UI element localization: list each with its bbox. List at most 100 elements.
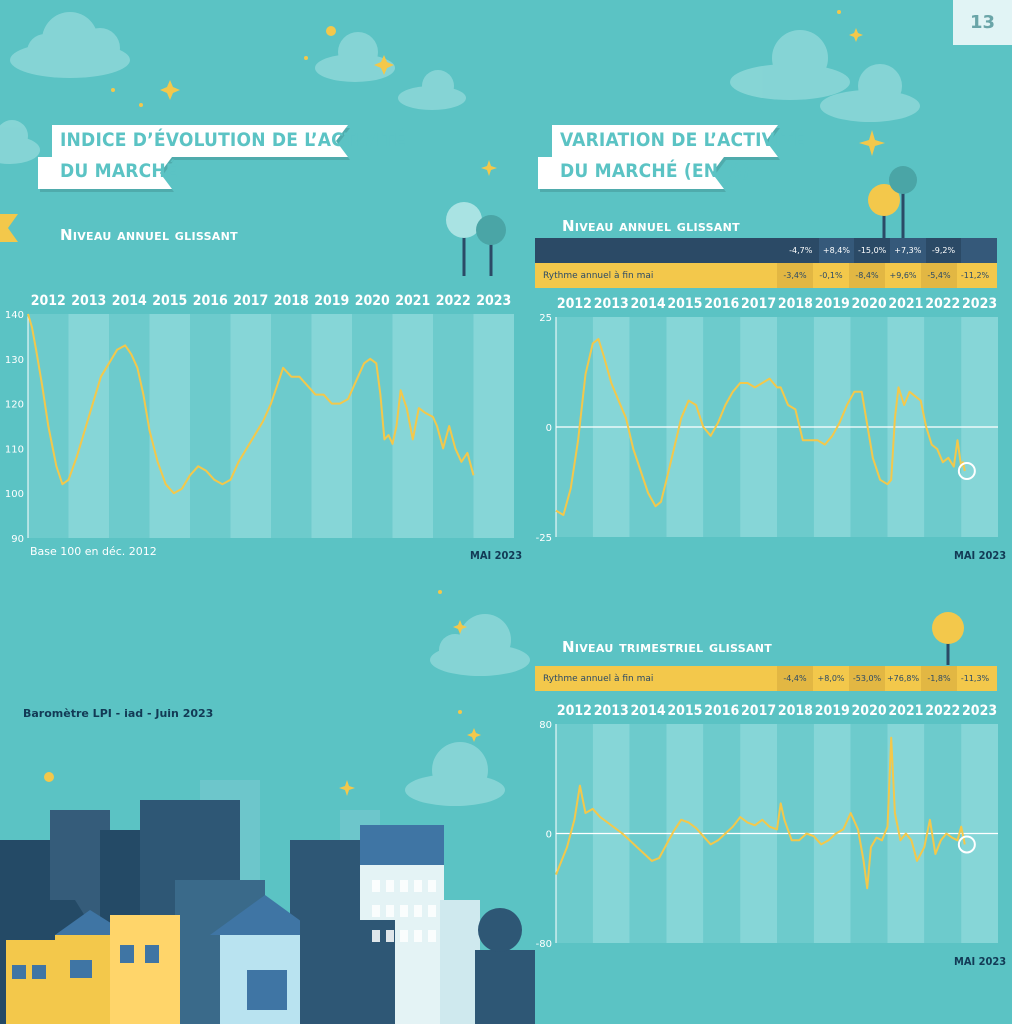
year-tick-label: 2019: [815, 296, 850, 312]
year-tick-label: 2018: [778, 296, 813, 312]
series-line: [555, 338, 966, 516]
left-title-line1: INDICE D’ÉVOLUTION DE L’ACTIVITÉ: [60, 129, 407, 151]
year-band: [433, 314, 474, 538]
year-tick-label: 2016: [193, 293, 228, 309]
right-subtitle-quarterly: Niveau trimestriel glissant: [562, 638, 773, 656]
annual-table-row2: Rythme annuel à fin mai -3,4% -0,1% -8,4…: [535, 263, 997, 288]
annual-row1-cell: [961, 238, 998, 263]
year-tick-label: 2018: [778, 703, 813, 719]
year-tick-label: 2015: [152, 293, 187, 309]
year-band: [352, 314, 393, 538]
year-tick-label: 2022: [436, 293, 471, 309]
year-band: [473, 314, 514, 538]
year-tick-label: 2023: [962, 703, 997, 719]
year-band: [149, 314, 190, 538]
y-tick-label: 120: [5, 400, 24, 411]
year-tick-label: 2013: [71, 293, 106, 309]
year-band: [271, 314, 312, 538]
annual-row2-cell: -3,4%: [777, 263, 813, 288]
chart-quarterly-variation: 2012 2013 2014 2015 2016 2017 2018 2019 2020 2021…: [536, 703, 998, 950]
year-tick-label: 2012: [557, 703, 592, 719]
moon-icon: [900, 40, 912, 64]
year-band: [311, 314, 352, 538]
annual-row2-cell: +9,6%: [885, 263, 921, 288]
right-subtitle-annual: Niveau annuel glissant: [562, 217, 740, 235]
quarterly-cell: -11,3%: [957, 666, 993, 691]
y-tick-label: 90: [11, 534, 24, 545]
year-tick-label: 2023: [476, 293, 511, 309]
year-tick-label: 2022: [925, 296, 960, 312]
y-tick-label: 0: [546, 830, 552, 841]
right-top-date-stamp: MAI 2023: [954, 549, 1007, 562]
base-note: Base 100 en déc. 2012: [30, 545, 157, 558]
chart-annual-variation: 2012 2013 2014 2015 2016 2017 2018 2019 2020 2021…: [536, 296, 998, 544]
year-tick-label: 2016: [704, 703, 739, 719]
y-tick-label: 130: [5, 355, 24, 366]
y-tick-label: 140: [5, 310, 24, 321]
cloud-icon: [10, 12, 130, 78]
year-tick-label: 2023: [962, 296, 997, 312]
year-tick-label: 2018: [274, 293, 309, 309]
year-tick-label: 2012: [557, 296, 592, 312]
y-tick-label: 25: [539, 313, 552, 324]
annual-row2-cell: -8,4%: [849, 263, 885, 288]
quarterly-cell: -53,0%: [849, 666, 885, 691]
annual-table-row1: -4,7% +8,4% -15,0% +7,3% -9,2%: [535, 238, 998, 263]
annual-row2-label: Rythme annuel à fin mai: [543, 270, 654, 281]
series-line: [555, 736, 966, 890]
year-tick-label: 2019: [314, 293, 349, 309]
right-bottom-date-stamp: MAI 2023: [954, 955, 1007, 968]
right-title-line1: VARIATION DE L’ACTIVITÉ: [560, 129, 806, 151]
year-tick-label: 2020: [355, 293, 390, 309]
year-band: [392, 314, 433, 538]
end-point-marker: [957, 462, 976, 480]
quarterly-cell: -1,8%: [921, 666, 957, 691]
year-tick-label: 2021: [888, 703, 923, 719]
y-tick-label: -80: [536, 939, 552, 950]
quarterly-cell: +8,0%: [813, 666, 849, 691]
end-point-marker: [957, 835, 976, 854]
page-number-badge: 13: [953, 0, 1012, 45]
right-title-line2: DU MARCHÉ (EN %): [560, 160, 750, 182]
annual-row1-cell: -4,7%: [782, 238, 819, 263]
year-band: [190, 314, 231, 538]
annual-row2-cell: -0,1%: [813, 263, 849, 288]
y-tick-label: 0: [546, 423, 552, 434]
quarterly-cell: +76,8%: [885, 666, 921, 691]
year-tick-label: 2020: [852, 296, 887, 312]
quarterly-cell: -4,4%: [777, 666, 813, 691]
annual-row2-cell: -5,4%: [921, 263, 957, 288]
year-tick-label: 2015: [667, 703, 702, 719]
year-tick-label: 2017: [741, 296, 776, 312]
y-tick-label: 80: [539, 720, 552, 731]
y-tick-label: 110: [5, 444, 24, 455]
left-subtitle: Niveau annuel glissant: [60, 226, 238, 244]
year-tick-label: 2016: [704, 296, 739, 312]
year-tick-label: 2015: [667, 296, 702, 312]
city-illustration: [0, 780, 535, 1024]
annual-row2-cell: -11,2%: [957, 263, 993, 288]
quarterly-row-label: Rythme annuel à fin mai: [543, 673, 654, 684]
year-tick-label: 2014: [631, 296, 666, 312]
year-tick-label: 2022: [925, 703, 960, 719]
left-date-stamp: MAI 2023: [470, 549, 523, 562]
star-icon: [44, 10, 885, 796]
year-tick-label: 2021: [395, 293, 430, 309]
annual-row1-cell: -15,0%: [854, 238, 890, 263]
y-tick-label: 100: [5, 489, 24, 500]
year-tick-label: 2014: [631, 703, 666, 719]
annual-row1-cell: +7,3%: [889, 238, 926, 263]
footer-source: Baromètre LPI - iad - Juin 2023: [23, 707, 214, 720]
right-title-ribbon: [538, 125, 778, 189]
chart-activity-index: 2012 2013 2014 2015 2016 2017 2018 2019 2020 2021…: [5, 293, 514, 545]
year-tick-label: 2014: [112, 293, 147, 309]
year-tick-label: 2021: [888, 296, 923, 312]
year-tick-label: 2013: [594, 703, 629, 719]
year-tick-label: 2012: [31, 293, 66, 309]
year-tick-label: 2013: [594, 296, 629, 312]
quarterly-table-row: Rythme annuel à fin mai -4,4% +8,0% -53,…: [535, 666, 997, 691]
year-band: [68, 314, 109, 538]
year-tick-label: 2017: [233, 293, 268, 309]
year-tick-label: 2020: [852, 703, 887, 719]
